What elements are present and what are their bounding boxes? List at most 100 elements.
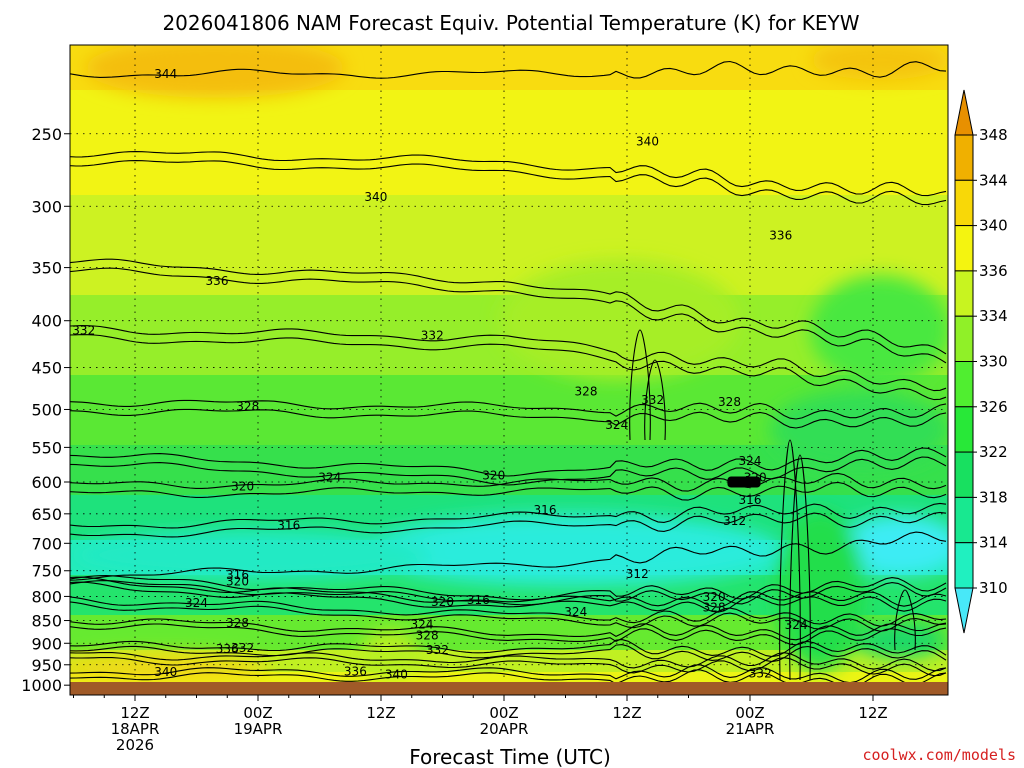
colorbar-label: 348 — [979, 126, 1008, 144]
y-tick-label: 300 — [31, 197, 62, 216]
colorbar-swatch — [954, 406, 974, 453]
x-tick-label: 20APR — [480, 720, 529, 738]
contour-label: 324 — [185, 596, 208, 610]
contour-label: 320 — [744, 470, 767, 484]
colorbar-bottom-cap — [954, 587, 974, 634]
y-tick-label: 650 — [31, 505, 62, 524]
contour-label: 328 — [718, 395, 741, 409]
colorbar-swatch — [954, 134, 974, 181]
y-tick-label: 550 — [31, 438, 62, 457]
colorbar-label: 340 — [979, 217, 1008, 235]
contour-label: 320 — [431, 595, 454, 609]
contour-label: 320 — [482, 468, 505, 482]
y-tick-label: 600 — [31, 473, 62, 492]
colorbar-label: 336 — [979, 262, 1008, 280]
contour-328 — [70, 399, 947, 420]
colorbar-label: 310 — [979, 579, 1008, 597]
contour-label: 320 — [231, 480, 254, 494]
contour-label: 340 — [636, 135, 659, 149]
x-tick-label: 12Z — [612, 704, 641, 722]
contour-label: 316 — [467, 593, 490, 607]
contour-label: 324 — [318, 470, 341, 484]
y-tick-label: 950 — [31, 656, 62, 675]
contour-column — [789, 454, 811, 681]
colorbar-swatch — [954, 361, 974, 408]
y-tick-label: 700 — [31, 534, 62, 553]
y-tick-label: 400 — [31, 312, 62, 331]
contour-label: 336 — [206, 274, 229, 288]
chart-title: 2026041806 NAM Forecast Equiv. Potential… — [162, 11, 859, 35]
contour-intermediate — [70, 334, 947, 401]
contour-316 — [70, 502, 947, 529]
source-credit[interactable]: coolwx.com/models — [862, 746, 1016, 764]
theta-e-field — [70, 45, 948, 692]
cold-core-main — [360, 514, 780, 586]
contour-label: 340 — [364, 190, 387, 204]
colorbar-swatch — [954, 270, 974, 317]
colorbar-label: 326 — [979, 398, 1008, 416]
colorbar-swatch — [954, 315, 974, 363]
y-tick-label: 1000 — [21, 676, 62, 695]
contour-label: 332 — [641, 393, 664, 407]
x-tick-label: 12Z — [858, 704, 887, 722]
contour-intermediate — [70, 511, 947, 538]
contour-column — [779, 439, 801, 681]
contour-label: 340 — [154, 665, 177, 679]
x-tick-label: 12Z — [366, 704, 395, 722]
contour-intermediate — [70, 456, 947, 486]
contour-label: 324 — [605, 418, 628, 432]
y-tick-label: 450 — [31, 359, 62, 378]
contour-label: 316 — [534, 503, 557, 517]
contour-label: 328 — [236, 399, 259, 413]
band-340 — [70, 90, 948, 210]
contour-label: 320 — [226, 575, 249, 589]
contour-label: 332 — [749, 666, 772, 680]
x-tick-label: 00Z — [489, 704, 518, 722]
y-tick-label: 850 — [31, 612, 62, 631]
colorbar-label: 330 — [979, 353, 1008, 371]
cold-core-right — [840, 515, 948, 575]
contour-column — [894, 589, 916, 651]
contour-label: 328 — [226, 616, 249, 630]
contour-intermediate — [70, 160, 947, 206]
contour-332 — [70, 325, 947, 392]
colorbar-label: 318 — [979, 488, 1008, 506]
y-tick-label: 750 — [31, 562, 62, 581]
moist-right-mid — [810, 275, 948, 385]
mid-green-right — [770, 390, 948, 470]
contour-column — [629, 329, 651, 441]
cold-core-left — [70, 530, 430, 580]
colorbar-swatch — [954, 496, 974, 544]
contour-label: 328 — [416, 629, 439, 643]
contour-336 — [70, 258, 947, 355]
colorbar-swatch — [954, 451, 974, 498]
contour-label: 316 — [277, 518, 300, 532]
contour-label: 332 — [421, 328, 444, 342]
x-tick-label: 12Z — [120, 704, 149, 722]
contour-340 — [70, 151, 947, 197]
contour-label: 324 — [739, 454, 762, 468]
y-tick-label: 800 — [31, 587, 62, 606]
contour-324 — [70, 447, 947, 477]
colorbar-swatch — [954, 225, 974, 272]
contour-label: 328 — [575, 385, 598, 399]
contour-label: 328 — [703, 601, 726, 615]
colorbar-label: 314 — [979, 534, 1008, 552]
contour-label: 324 — [785, 618, 808, 632]
band-336 — [70, 195, 948, 305]
contour-label: 332 — [426, 643, 449, 657]
grid-lines — [70, 45, 948, 695]
colorbar-legend: 348 344 340 336 334 330 326 322 318 314 310 — [954, 89, 1008, 634]
contour-intermediate — [70, 408, 947, 429]
colorbar-label: 334 — [979, 307, 1008, 325]
warm-top-left — [85, 45, 345, 98]
contour-label: 344 — [154, 67, 177, 81]
contour-312 — [70, 531, 947, 581]
contour-label: 332 — [72, 324, 95, 338]
contour-column — [644, 359, 666, 441]
contour-344 — [70, 60, 947, 79]
contour-label: 312 — [723, 514, 746, 528]
y-tick-label: 500 — [31, 400, 62, 419]
